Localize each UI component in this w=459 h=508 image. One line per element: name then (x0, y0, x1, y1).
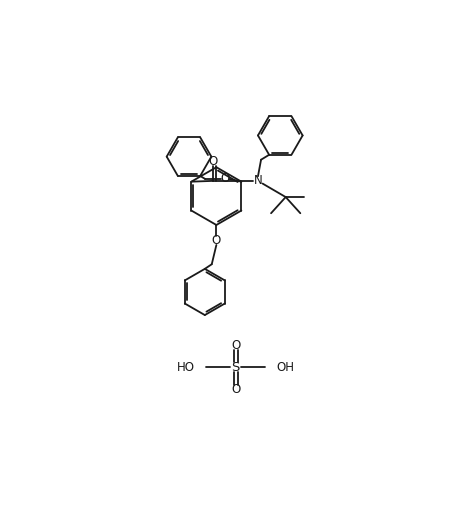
Text: O: O (221, 172, 230, 185)
Text: O: O (231, 383, 240, 396)
Text: N: N (253, 174, 263, 187)
Text: O: O (212, 234, 221, 247)
Text: O: O (208, 155, 218, 168)
Text: HO: HO (177, 361, 195, 374)
Text: OH: OH (276, 361, 294, 374)
Text: S: S (231, 361, 240, 374)
Text: O: O (231, 339, 240, 352)
